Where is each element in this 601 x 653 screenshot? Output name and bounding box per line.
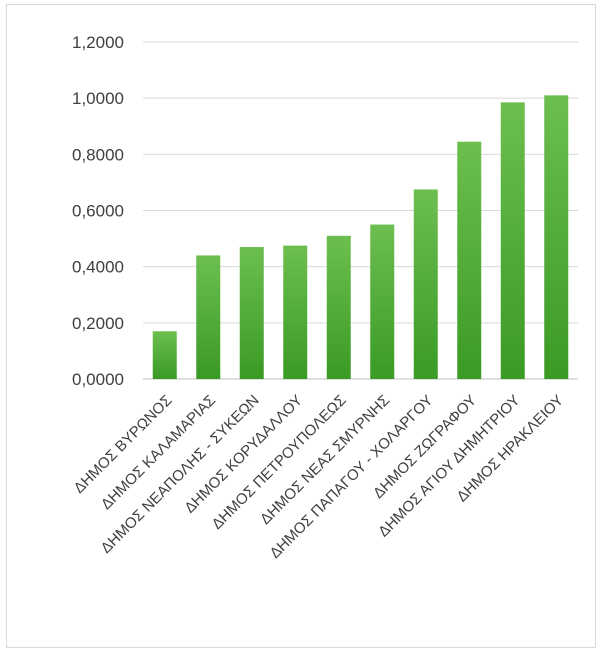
bar bbox=[152, 331, 177, 379]
y-tick-label: 0,6000 bbox=[72, 202, 124, 221]
y-tick-label: 1,2000 bbox=[72, 33, 124, 52]
bar bbox=[370, 224, 395, 379]
bar bbox=[239, 247, 264, 379]
x-category-label: ΔΗΜΟΣ ΝΕΑΠΟΛΗΣ - ΣΥΚΕΩΝ bbox=[98, 392, 263, 557]
y-tick-label: 0,2000 bbox=[72, 314, 124, 333]
bar bbox=[457, 141, 482, 379]
bar bbox=[326, 235, 351, 379]
bars bbox=[152, 95, 569, 380]
y-tick-label: 1,0000 bbox=[72, 89, 124, 108]
bar bbox=[196, 255, 221, 379]
bar bbox=[413, 189, 438, 379]
y-tick-label: 0,8000 bbox=[72, 145, 124, 164]
bar bbox=[283, 245, 308, 379]
bar bbox=[544, 95, 569, 379]
y-tick-label: 0,4000 bbox=[72, 258, 124, 277]
y-tick-label: 0,0000 bbox=[72, 370, 124, 389]
bar bbox=[500, 102, 525, 380]
y-axis-ticks: 0,0000 0,2000 0,4000 0,6000 0,8000 1,0000 1,20… bbox=[72, 33, 124, 389]
